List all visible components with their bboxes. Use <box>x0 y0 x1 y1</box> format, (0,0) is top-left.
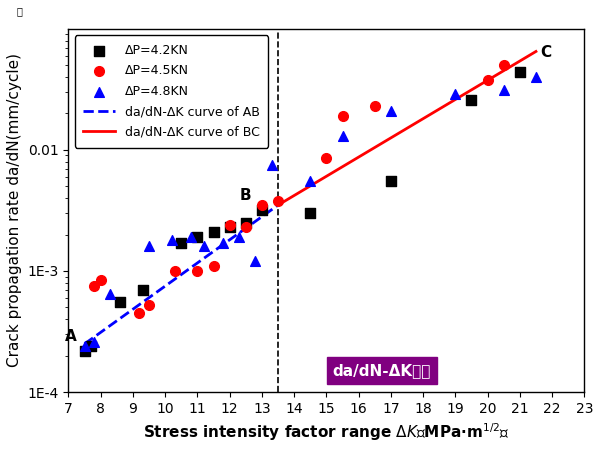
da/dN-ΔK curve of AB <box>81 341 88 346</box>
ΔP=4.2KN <box>241 219 251 226</box>
ΔP=4.8KN <box>267 162 277 169</box>
ΔP=4.2KN <box>138 286 148 293</box>
Y-axis label: Crack propagation rate da/dN(mm/cycle): Crack propagation rate da/dN(mm/cycle) <box>7 54 22 368</box>
Text: 差: 差 <box>17 6 23 16</box>
ΔP=4.2KN <box>257 206 267 213</box>
ΔP=4.2KN <box>209 228 218 235</box>
ΔP=4.8KN <box>305 178 315 185</box>
ΔP=4.2KN <box>515 68 524 76</box>
ΔP=4.5KN <box>257 202 267 209</box>
ΔP=4.2KN <box>386 178 395 185</box>
ΔP=4.5KN <box>338 112 347 120</box>
ΔP=4.8KN <box>186 234 196 241</box>
Text: A: A <box>65 329 77 344</box>
ΔP=4.5KN <box>370 103 380 110</box>
ΔP=4.2KN <box>193 234 202 241</box>
ΔP=4.8KN <box>144 243 154 250</box>
ΔP=4.5KN <box>273 197 283 204</box>
ΔP=4.8KN <box>218 239 228 247</box>
ΔP=4.8KN <box>499 87 509 94</box>
Text: B: B <box>239 188 251 203</box>
ΔP=4.2KN <box>225 224 235 231</box>
ΔP=4.8KN <box>451 90 460 98</box>
ΔP=4.5KN <box>170 267 179 274</box>
ΔP=4.5KN <box>483 76 493 83</box>
Text: da/dN-ΔK曲线: da/dN-ΔK曲线 <box>333 363 431 378</box>
Text: C: C <box>540 45 551 60</box>
ΔP=4.8KN <box>386 107 395 114</box>
ΔP=4.5KN <box>322 155 331 162</box>
ΔP=4.2KN <box>86 342 96 350</box>
ΔP=4.5KN <box>89 283 99 290</box>
ΔP=4.5KN <box>96 276 106 283</box>
ΔP=4.8KN <box>251 258 260 265</box>
da/dN-ΔK curve of BC <box>532 49 539 54</box>
ΔP=4.8KN <box>235 234 244 241</box>
ΔP=4.8KN <box>338 132 347 140</box>
da/dN-ΔK curve of AB <box>274 202 281 208</box>
ΔP=4.5KN <box>499 62 509 69</box>
ΔP=4.5KN <box>144 302 154 309</box>
ΔP=4.8KN <box>199 243 209 250</box>
ΔP=4.2KN <box>305 210 315 217</box>
ΔP=4.2KN <box>80 347 89 354</box>
X-axis label: Stress intensity factor range $\Delta K$（MPa·m$^{1/2}$）: Stress intensity factor range $\Delta K$… <box>143 421 509 443</box>
ΔP=4.8KN <box>106 290 115 297</box>
ΔP=4.8KN <box>89 338 99 346</box>
ΔP=4.2KN <box>467 96 476 103</box>
ΔP=4.2KN <box>176 239 186 247</box>
ΔP=4.5KN <box>209 262 218 270</box>
Line: da/dN-ΔK curve of BC: da/dN-ΔK curve of BC <box>278 51 536 205</box>
Text: (b): (b) <box>89 40 121 58</box>
ΔP=4.2KN <box>115 299 125 306</box>
ΔP=4.8KN <box>531 73 541 81</box>
Line: da/dN-ΔK curve of AB: da/dN-ΔK curve of AB <box>85 205 278 344</box>
ΔP=4.8KN <box>80 342 89 350</box>
ΔP=4.5KN <box>134 310 144 317</box>
ΔP=4.5KN <box>241 224 251 231</box>
ΔP=4.5KN <box>225 221 235 229</box>
ΔP=4.5KN <box>193 267 202 274</box>
ΔP=4.8KN <box>167 237 176 244</box>
Legend: ΔP=4.2KN, ΔP=4.5KN, ΔP=4.8KN, da/dN-ΔK curve of AB, da/dN-ΔK curve of BC: ΔP=4.2KN, ΔP=4.5KN, ΔP=4.8KN, da/dN-ΔK c… <box>75 35 268 148</box>
da/dN-ΔK curve of BC <box>274 202 281 208</box>
